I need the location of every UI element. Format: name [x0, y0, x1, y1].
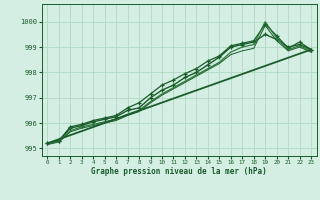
X-axis label: Graphe pression niveau de la mer (hPa): Graphe pression niveau de la mer (hPa): [91, 167, 267, 176]
